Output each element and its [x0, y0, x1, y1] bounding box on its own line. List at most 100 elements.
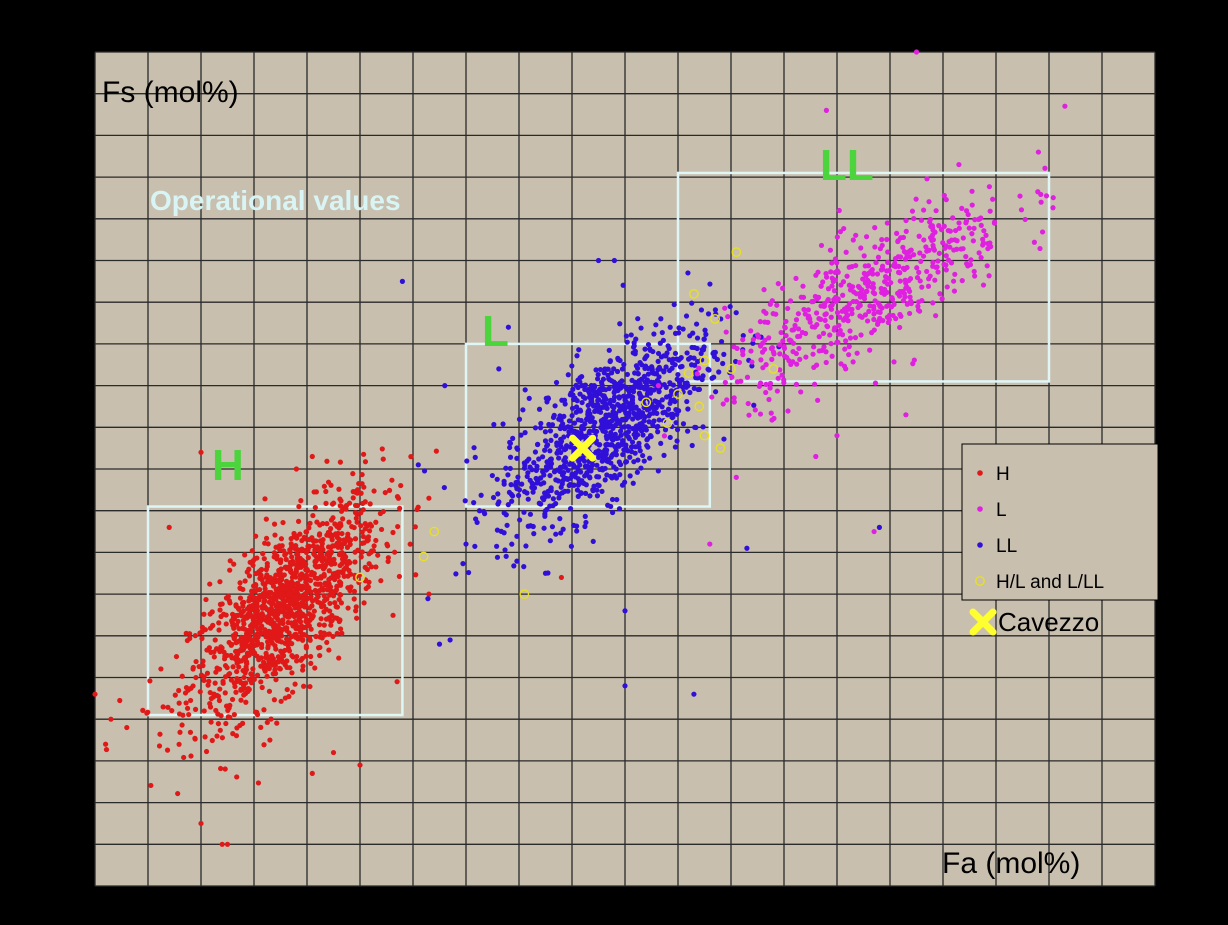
point-l — [805, 307, 811, 313]
point-h — [216, 697, 223, 704]
point-h — [227, 702, 233, 709]
point-ll — [557, 468, 563, 475]
point-h — [252, 709, 259, 715]
point-ll — [594, 487, 600, 493]
point-h — [352, 510, 359, 516]
point-h — [316, 532, 323, 538]
point-ll — [632, 348, 638, 354]
point-l — [986, 184, 992, 190]
point-h — [313, 596, 319, 602]
point-h — [201, 674, 207, 680]
point-l — [900, 244, 906, 250]
legend-label-h: H — [996, 464, 1010, 485]
point-ll — [711, 349, 717, 356]
point-ll — [691, 385, 697, 392]
point-l — [888, 280, 894, 286]
point-ll — [631, 410, 637, 416]
point-h — [276, 607, 282, 613]
point-h — [288, 620, 294, 626]
point-h — [360, 533, 367, 540]
point-h — [305, 555, 311, 561]
point-h — [208, 719, 214, 725]
point-l — [863, 234, 870, 240]
point-l — [903, 217, 909, 224]
point-ll — [471, 445, 477, 451]
point-ll — [550, 414, 557, 421]
point-h — [310, 543, 317, 549]
point-l — [969, 202, 975, 208]
point-ll — [744, 545, 750, 551]
point-l — [903, 412, 909, 418]
point-ll — [672, 362, 678, 368]
point-ll — [645, 444, 651, 450]
region-box-h — [146, 505, 404, 717]
point-ll — [558, 484, 564, 490]
point-h — [293, 562, 300, 568]
point-h — [231, 634, 238, 640]
point-h — [213, 669, 219, 675]
point-h — [337, 503, 343, 509]
point-h — [312, 665, 318, 671]
point-l — [960, 246, 966, 252]
point-h — [324, 521, 330, 527]
point-h — [263, 650, 269, 656]
point-l — [758, 357, 764, 363]
point-h — [341, 567, 347, 573]
point-h — [214, 733, 220, 739]
y-tick-label: 10 — [78, 879, 92, 894]
point-h — [307, 605, 313, 611]
point-l — [847, 335, 854, 341]
point-h — [217, 579, 223, 585]
point-h — [368, 549, 374, 555]
point-l — [864, 318, 871, 324]
point-h — [326, 647, 332, 653]
point-l — [722, 305, 728, 311]
point-l — [857, 313, 863, 319]
point-h — [358, 490, 364, 496]
point-h — [238, 658, 244, 664]
point-h — [183, 700, 189, 706]
point-l — [923, 244, 929, 250]
point-l — [966, 225, 972, 231]
point-h — [148, 782, 154, 789]
point-h — [217, 607, 223, 613]
point-ll — [609, 442, 615, 448]
point-h — [201, 611, 207, 617]
point-ll — [604, 422, 610, 429]
point-ll — [542, 438, 549, 444]
point-ll — [583, 433, 589, 439]
point-h — [293, 622, 299, 628]
point-ll — [526, 395, 532, 401]
point-ll — [568, 543, 574, 549]
legend-box — [961, 443, 1159, 601]
point-l — [819, 347, 825, 354]
point-ll — [616, 506, 623, 512]
point-l — [959, 278, 965, 284]
point-h — [378, 526, 385, 533]
point-h — [277, 629, 283, 635]
point-h — [193, 658, 199, 665]
point-h — [266, 658, 272, 664]
point-h — [242, 670, 248, 676]
point-l — [870, 281, 876, 287]
point-l — [918, 258, 924, 264]
point-l — [884, 220, 890, 226]
point-ll — [583, 519, 589, 526]
point-l — [800, 283, 806, 289]
point-ll — [658, 316, 664, 322]
point-l — [797, 333, 803, 339]
point-h — [357, 762, 363, 768]
point-h — [338, 600, 344, 606]
point-ll — [494, 476, 500, 482]
point-ll — [664, 394, 670, 400]
point-l — [843, 366, 849, 372]
point-h — [221, 656, 228, 662]
point-ll — [547, 457, 553, 463]
point-h — [359, 471, 365, 478]
point-h — [355, 547, 361, 553]
point-l — [956, 225, 962, 231]
point-ll — [504, 522, 510, 528]
point-h — [288, 633, 295, 640]
point-h — [156, 743, 163, 749]
point-h — [326, 553, 333, 559]
